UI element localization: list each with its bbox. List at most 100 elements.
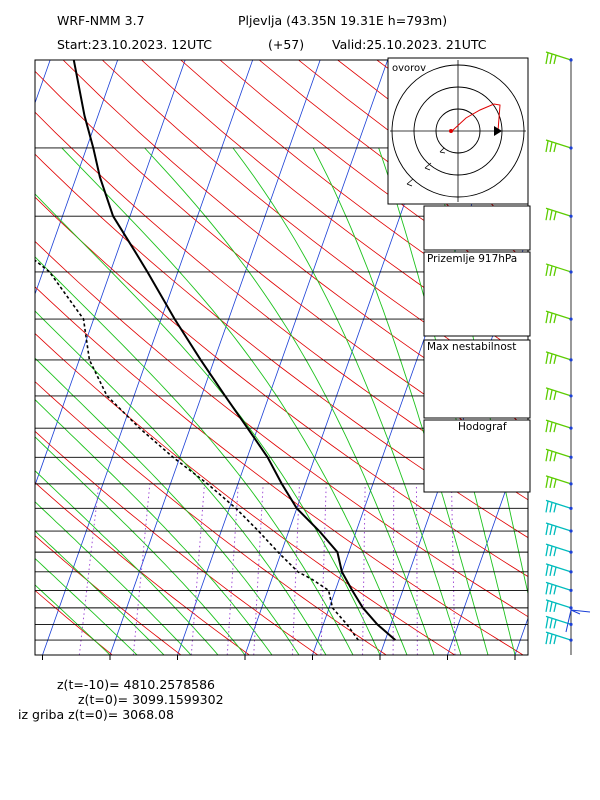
wind-barb <box>545 139 573 153</box>
wind-barb-feather <box>545 450 549 462</box>
temperature-profile <box>72 60 397 641</box>
wind-barb-feather <box>549 584 553 595</box>
wind-barb-feather <box>549 353 553 365</box>
wind-level-dot <box>569 529 573 533</box>
hodograph-origin <box>449 129 453 133</box>
wind-barb-feather <box>545 209 549 221</box>
wind-barb-feather <box>549 502 553 513</box>
wind-barb-feather <box>549 565 553 576</box>
hodograph-label: ovorov <box>392 63 426 74</box>
wind-barb-feather <box>545 545 549 557</box>
storm-motion-arrow <box>494 126 502 136</box>
wind-barb-feather <box>545 564 549 576</box>
wind-level-dot <box>569 570 573 574</box>
wind-barb-staff <box>545 563 572 573</box>
moist-adiabat-line <box>35 470 219 655</box>
mixing-ratio-line <box>132 483 151 655</box>
isotherm-line <box>583 60 600 655</box>
wind-barb-feather <box>553 619 557 629</box>
wind-barb <box>545 207 573 221</box>
wind-barb-feather <box>545 352 549 365</box>
mixing-ratio-line <box>78 483 100 655</box>
wind-barb <box>545 351 573 365</box>
wind-level-dot <box>569 622 573 626</box>
wind-barb-feather <box>553 355 557 365</box>
wind-barb <box>545 448 573 462</box>
isotherm-line <box>447 425 528 655</box>
wind-barb-feather <box>545 600 549 612</box>
moist-adiabat-line <box>61 147 408 655</box>
wind-barb-staff <box>545 419 572 429</box>
wind-barb-staff <box>545 139 572 149</box>
wind-barb-staff <box>545 543 572 553</box>
wind-barb-feather <box>553 585 557 595</box>
wind-barb-staff <box>545 351 572 361</box>
wind-barb-staff <box>545 263 572 273</box>
surface-box: Prizemlje 917hPa <box>423 251 531 337</box>
wind-barb-feather <box>549 477 553 489</box>
moist-adiabat-line <box>35 310 327 655</box>
wind-barb-feather <box>553 635 557 645</box>
wind-barb-feather <box>545 140 549 153</box>
wind-barb-feather <box>553 267 557 277</box>
mixing-ratio-line <box>320 483 327 655</box>
moist-adiabat-line <box>35 256 354 655</box>
wind-barb-feather <box>549 54 553 65</box>
wind-barb-feather <box>549 546 553 557</box>
mixing-ratio-line <box>291 483 300 655</box>
wind-barb <box>545 263 573 277</box>
wind-barb-feather <box>553 391 557 401</box>
wind-barb-feather <box>553 603 557 613</box>
dewpoint-profile <box>35 259 359 641</box>
wind-level-dot <box>569 506 573 510</box>
dry-adiabat-line <box>35 430 319 655</box>
wind-level-dot <box>569 426 573 430</box>
wind-barb-staff <box>545 310 572 320</box>
moist-adiabat-line <box>232 147 462 655</box>
wind-barb-feather <box>549 142 553 153</box>
dry-adiabat-line <box>35 589 113 655</box>
wind-level-dot <box>569 606 573 610</box>
wind-barb-feather <box>545 421 549 433</box>
wind-barb-feather <box>549 389 553 401</box>
wind-barb <box>545 499 573 513</box>
isotherm-line <box>109 60 321 655</box>
footer-height-minus10: z(t=-10)= 4810.2578586 <box>57 677 215 692</box>
wind-barb-feather <box>553 547 557 557</box>
wind-barb-feather <box>553 503 557 513</box>
wind-barb-feather <box>545 583 549 595</box>
wind-barb-feather <box>553 211 557 221</box>
wind-barb-feather <box>553 452 557 462</box>
isotherm-line <box>177 60 389 655</box>
moist-adiabat-line <box>144 147 435 655</box>
wind-level-dot <box>569 214 573 218</box>
mixing-ratio-line <box>253 483 264 655</box>
surface-box-title: Prizemlje 917hPa <box>427 253 517 265</box>
wind-level-dot <box>569 455 573 459</box>
wind-barb <box>545 310 573 324</box>
wind-barb-staff <box>545 631 572 641</box>
wind-barb-feather <box>549 634 553 645</box>
wind-barb-staff <box>545 207 572 217</box>
wind-level-dot <box>569 588 573 592</box>
wind-barb-feather <box>545 476 549 489</box>
isotherm-line <box>35 60 186 487</box>
wind-barb-staff <box>545 581 572 592</box>
wind-barb-feather <box>549 601 553 612</box>
mixing-ratio-line <box>415 483 418 655</box>
moist-adiabat-line <box>35 193 381 655</box>
hodograph-barb-marks <box>406 147 446 187</box>
mixing-ratio-line <box>190 483 205 655</box>
wind-barb <box>545 522 573 536</box>
moist-adiabat-line <box>35 399 273 655</box>
wind-level-dot <box>569 394 573 398</box>
moist-adiabat-line <box>35 501 192 655</box>
wind-level-dot <box>569 638 573 642</box>
wind-barb-staff <box>545 599 572 609</box>
wind-barb <box>545 599 573 613</box>
wind-barb-staff <box>545 475 572 485</box>
wind-level-dot <box>569 317 573 321</box>
moist-adiabat-line <box>312 147 489 655</box>
wind-barb-feather <box>545 632 549 645</box>
